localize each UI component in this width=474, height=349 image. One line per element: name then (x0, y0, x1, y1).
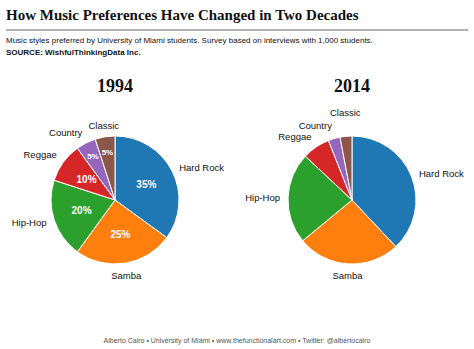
category-label: Country (49, 127, 83, 138)
category-labels: Hard Rock Samba Hip-Hop ReggaeCountry Classi… (245, 107, 464, 281)
chart-title: How Music Preferences Have Changed in Tw… (6, 7, 359, 23)
pie-chart: Hard Rock Samba Hip-Hop ReggaeCountry Classi… (245, 107, 464, 281)
source-note: SOURCE: WishfulThinkingData Inc. (6, 48, 141, 57)
slice-value-labels: 35% 25% 20% 10% 5%5% (72, 148, 157, 241)
slice-value-label: 20% (72, 205, 92, 216)
category-label: Samba (111, 270, 142, 281)
category-label: Classic (88, 120, 119, 131)
slices (288, 136, 416, 264)
chart-subtitle: Music styles preferred by University of … (6, 36, 373, 45)
category-labels: Hard Rock Samba Hip-Hop Reggae Country Classi… (12, 120, 225, 281)
slice-value-label: 35% (136, 179, 156, 190)
category-label: Hard Rock (179, 162, 224, 173)
category-label: Reggae (23, 149, 56, 160)
slices (51, 136, 179, 264)
chart-canvas: How Music Preferences Have Changed in Tw… (0, 0, 474, 349)
pie-chart: 35% 25% 20% 10% 5%5% Hard Rock Samba Hip-Hop Reg… (12, 120, 225, 281)
pie-slice (95, 136, 115, 200)
category-label: Classic (330, 107, 361, 118)
title-rule (6, 30, 468, 31)
pie-title: 2014 (334, 76, 370, 96)
pie-title: 1994 (97, 76, 133, 96)
category-label: Hip-Hop (245, 192, 280, 203)
slice-value-label: 5% (102, 148, 114, 157)
category-label: Samba (332, 270, 363, 281)
category-label: Hip-Hop (12, 217, 47, 228)
slice-value-label: 10% (77, 174, 97, 185)
category-label: Country (299, 120, 333, 131)
slice-value-label: 25% (110, 229, 130, 240)
slice-value-label: 5% (87, 152, 99, 161)
category-label: Hard Rock (419, 168, 464, 179)
pie-slice (340, 136, 352, 200)
footer-note: Alberto Cairo • University of Miami • ww… (104, 337, 371, 345)
category-label: Reggae (278, 131, 311, 142)
